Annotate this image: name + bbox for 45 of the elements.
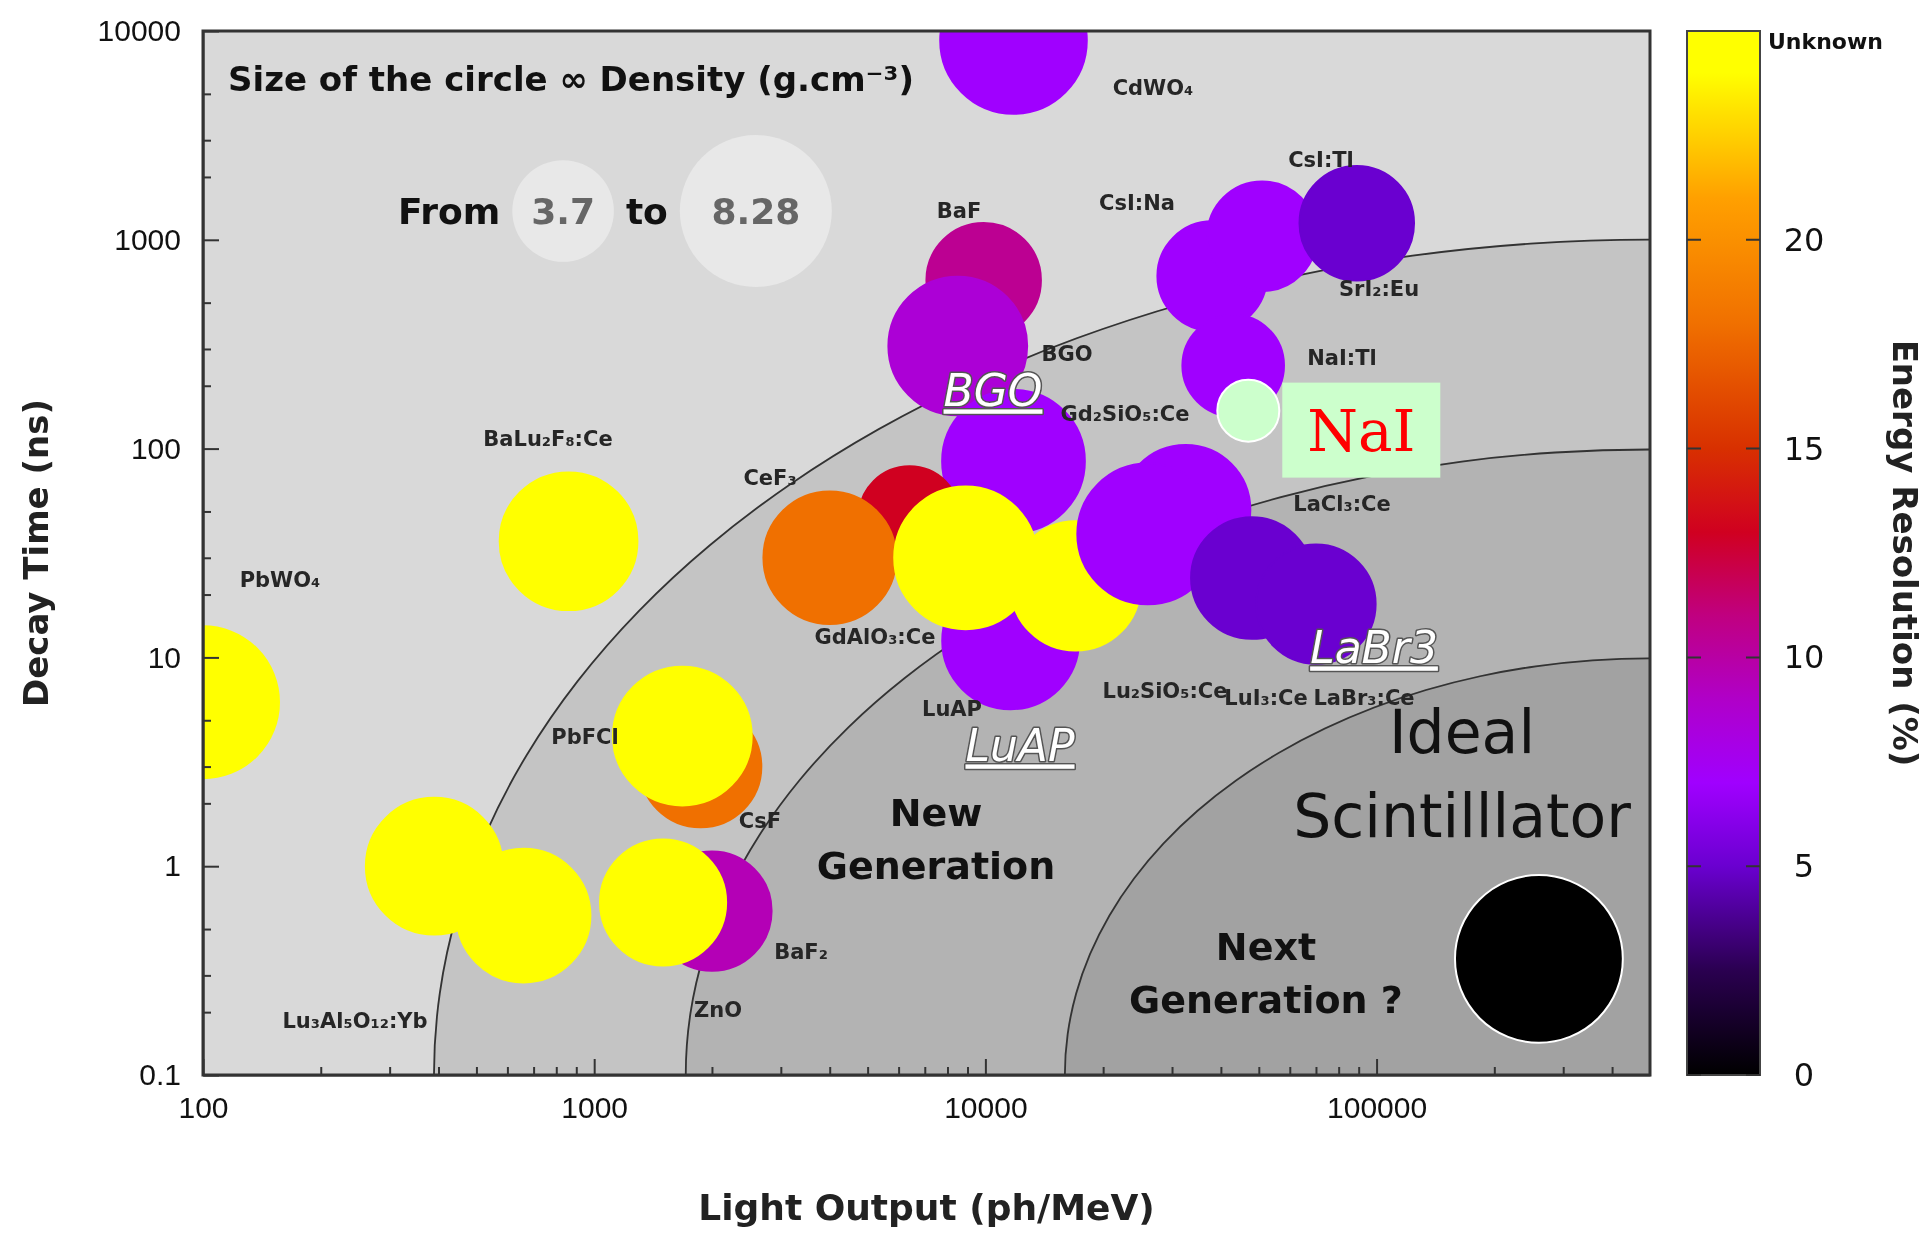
annotation: Next Generation ? [1129, 924, 1403, 1022]
annotation: LuAP [965, 720, 1075, 772]
annotation: New Generation [816, 790, 1056, 888]
annotation: PbWO₄ [239, 568, 321, 593]
annotation: BaF₂ [774, 940, 828, 965]
annotation: CsI:Tl [1288, 148, 1354, 173]
y-tick-label: 10 [147, 640, 181, 674]
annotation: NaI [1307, 396, 1416, 465]
annotation: SrI₂:Eu [1338, 277, 1420, 302]
text: Unknown [1768, 29, 1883, 54]
legend-label: 3.7 [531, 191, 595, 232]
y-tick-label: 1 [164, 849, 181, 883]
legend-title: Size of the circle ∞ Density (g.cm⁻³) [228, 59, 914, 99]
annotation: CeF₃ [743, 466, 797, 491]
annotation: BGO [943, 365, 1043, 417]
annotation: NaI:Tl [1307, 346, 1377, 371]
annotation: GdAlO₃:Ce [814, 625, 936, 650]
y-tick-label: 10000 [97, 14, 181, 48]
annotation: CdWO₄ [1112, 76, 1194, 101]
x-tick-label: 100 [178, 1091, 229, 1125]
annotation: LuAP [922, 697, 982, 722]
annotation: BaF [936, 199, 982, 224]
annotation: CsI:Na [1099, 191, 1175, 216]
annotation: BGO [1041, 342, 1093, 367]
legend-label: 8.28 [711, 191, 801, 232]
color-bar-label: 10 [1783, 638, 1825, 677]
annotation: LaCl₃:Ce [1293, 492, 1391, 517]
annotation: to [625, 191, 668, 232]
y-axis-title: Decay Time (ns) [16, 398, 56, 708]
annotation: ZnO [693, 998, 743, 1023]
x-axis-title: Light Output (ph/MeV) [698, 1187, 1155, 1228]
x-tick-label: 100000 [1327, 1091, 1428, 1125]
annotation: BaLu₂F₈:Ce [483, 427, 613, 452]
color-bar-label: 0 [1793, 1056, 1815, 1094]
color-bar-label: 15 [1783, 429, 1825, 468]
y-tick-label: 1000 [114, 222, 181, 256]
y-tick-label: 100 [130, 431, 181, 465]
color-bar-label: 5 [1793, 847, 1815, 886]
y-tick-label: 0.1 [139, 1058, 181, 1092]
annotation: From [398, 191, 501, 232]
x-tick-label: 1000 [561, 1091, 629, 1125]
x-tick-label: 10000 [944, 1091, 1028, 1125]
annotation: Lu₃Al₅O₁₂:Yb [282, 1009, 428, 1034]
color-bar-label: 20 [1783, 220, 1825, 259]
color-bar-title: Energy Resolution (%) [1885, 339, 1925, 767]
